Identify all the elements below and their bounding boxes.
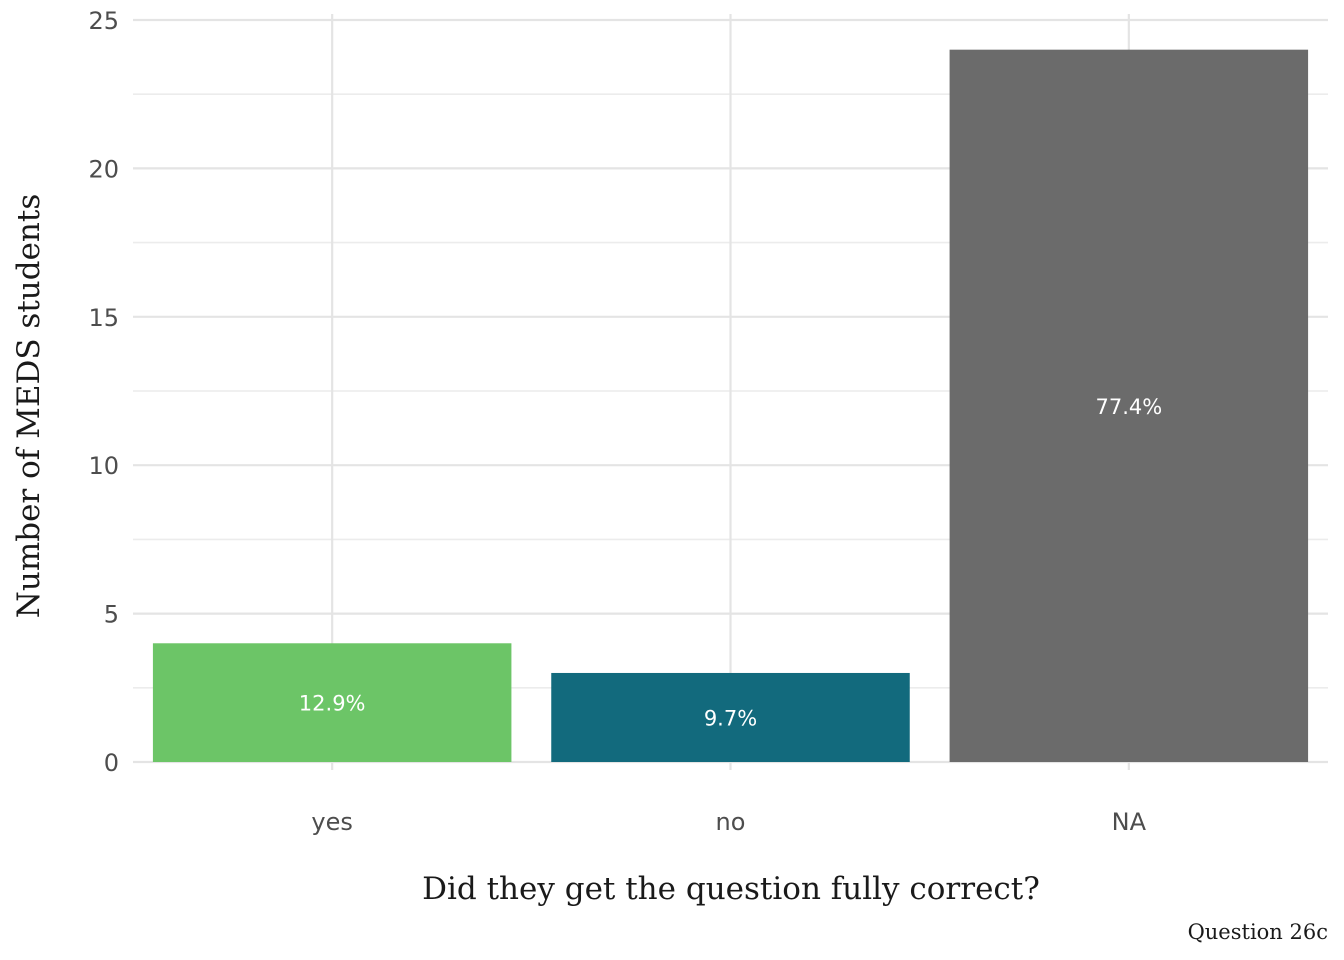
y-tick-label: 5 [104,601,119,629]
bar-value-label: 9.7% [704,706,757,730]
bar-yes [152,643,512,762]
y-tick-label: 15 [88,304,119,332]
bar-na [949,49,1309,763]
y-tick-label: 20 [88,155,119,183]
x-tick-label: yes [311,808,352,836]
x-tick-label: NA [1112,808,1147,836]
x-axis-title: Did they get the question fully correct? [422,871,1040,907]
x-tick-label: no [716,808,746,836]
bar-no [551,672,910,762]
y-tick-label: 10 [88,452,119,480]
bar-value-label: 77.4% [1095,395,1162,419]
caption: Question 26c [1188,920,1328,944]
bar-value-label: 12.9% [299,692,366,716]
x-axis-ticks: yes no NA [311,808,1146,836]
y-axis-ticks: 0 5 10 15 20 25 [88,7,119,777]
y-tick-label: 25 [88,7,119,35]
y-tick-label: 0 [104,749,119,777]
y-axis-title: Number of MEDS students [11,194,47,619]
bar-labels: 12.9% 9.7% 77.4% [299,395,1162,731]
bars [152,49,1309,763]
